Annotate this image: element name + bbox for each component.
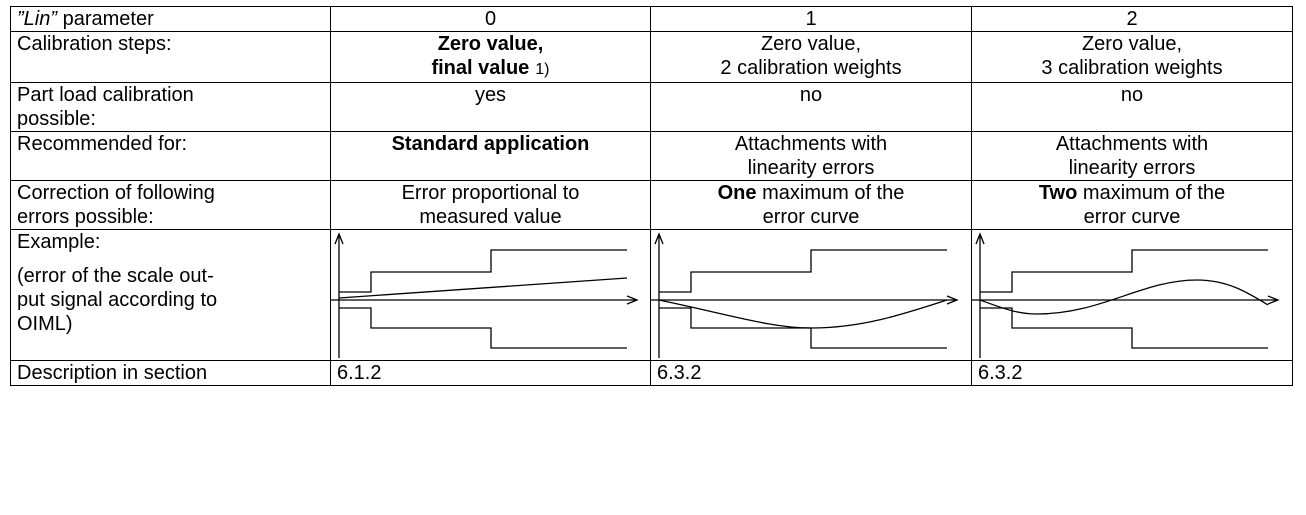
line: Example: <box>17 231 101 253</box>
cell: 6.3.2 <box>971 360 1293 386</box>
line: 2 calibration weights <box>720 57 902 79</box>
row: Recommended for: Standard application At… <box>10 131 1293 181</box>
text: final value <box>431 57 530 79</box>
row: Correction of following errors possible: … <box>10 180 1293 230</box>
header-cell: 0 <box>330 6 651 32</box>
line: Two maximum of the <box>978 181 1286 205</box>
line: final value 1) <box>337 56 644 82</box>
line: Attachments with <box>734 133 888 155</box>
cell: One maximum of the error curve <box>650 180 972 230</box>
cell: Standard application <box>330 131 651 181</box>
footnote: 1) <box>535 61 550 78</box>
line: Recommended for: <box>17 133 188 155</box>
text: Standard application <box>391 133 590 155</box>
header-cell: 1 <box>650 6 972 32</box>
error-graph <box>972 232 1280 358</box>
line: Zero value, <box>760 33 862 55</box>
cell: Zero value, final value 1) <box>330 31 651 83</box>
row-label: Calibration steps: <box>10 31 331 83</box>
line: linearity errors <box>747 157 875 179</box>
row: Example: (error of the scale out-put sign… <box>10 229 1293 361</box>
line: One maximum of the <box>657 181 965 205</box>
error-graph <box>331 232 639 358</box>
cell: no <box>971 82 1293 132</box>
line: errors possible: <box>17 206 154 228</box>
header-row: ”Lin” parameter 0 1 2 <box>10 6 1293 32</box>
text: maximum of the <box>1082 182 1226 204</box>
param-name: ”Lin” <box>17 8 58 30</box>
example-cell <box>330 229 651 361</box>
row-label: Example: (error of the scale out-put sign… <box>10 229 331 361</box>
line: Zero value, <box>437 33 544 55</box>
error-graph <box>651 232 959 358</box>
row-label: Part load calibration possible: <box>10 82 331 132</box>
header-label: ”Lin” parameter <box>10 6 331 32</box>
example-cell <box>650 229 972 361</box>
line: OIML) <box>17 313 73 335</box>
cell: Attachments with linearity errors <box>971 131 1293 181</box>
line: Attachments with <box>1055 133 1209 155</box>
cell: Attachments with linearity errors <box>650 131 972 181</box>
text: maximum of the <box>762 182 905 204</box>
cell: Zero value, 2 calibration weights <box>650 31 972 83</box>
line: Part load calibration <box>17 84 194 106</box>
line: Calibration steps: <box>17 33 172 55</box>
cell: 6.1.2 <box>330 360 651 386</box>
cell: yes <box>330 82 651 132</box>
cell: Zero value, 3 calibration weights <box>971 31 1293 83</box>
row: Part load calibration possible: yes no no <box>10 82 1293 132</box>
row-label: Recommended for: <box>10 131 331 181</box>
row-label: Description in section <box>10 360 331 386</box>
line: error curve <box>1083 206 1181 228</box>
emphasis: Two <box>1038 182 1078 204</box>
line: Error proportional to <box>401 182 580 204</box>
line: measured value <box>419 206 562 228</box>
cell: Two maximum of the error curve <box>971 180 1293 230</box>
row-label: Correction of following errors possible: <box>10 180 331 230</box>
line: Correction of following <box>17 182 215 204</box>
emphasis: One <box>717 182 757 204</box>
line: possible: <box>17 108 96 130</box>
header-cell: 2 <box>971 6 1293 32</box>
cell: 6.3.2 <box>650 360 972 386</box>
label: parameter <box>62 8 154 30</box>
line: Zero value, <box>1081 33 1183 55</box>
line: (error of the scale out- <box>17 265 214 287</box>
row: Calibration steps: Zero value, final valu… <box>10 31 1293 83</box>
line: error curve <box>762 206 860 228</box>
cell: no <box>650 82 972 132</box>
cell: Error proportional to measured value <box>330 180 651 230</box>
example-cell <box>971 229 1293 361</box>
line: put signal according to <box>17 289 218 311</box>
line: 3 calibration weights <box>1041 57 1223 79</box>
line: linearity errors <box>1068 157 1196 179</box>
lin-parameter-table: ”Lin” parameter 0 1 2 Calibration steps:… <box>10 6 1293 386</box>
row: Description in section 6.1.2 6.3.2 6.3.2 <box>10 360 1293 386</box>
